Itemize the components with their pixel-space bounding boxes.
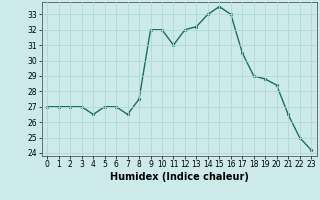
X-axis label: Humidex (Indice chaleur): Humidex (Indice chaleur) — [110, 172, 249, 182]
